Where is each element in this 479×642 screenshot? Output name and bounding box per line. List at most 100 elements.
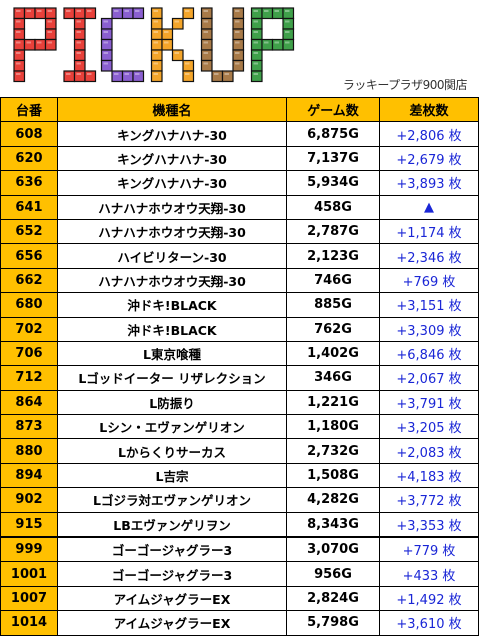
machine-number-cell: 894 <box>0 462 58 489</box>
machine-name-cell: ハナハナホウオウ天翔-30 <box>57 267 287 294</box>
pickup-table: 台番 機種名 ゲーム数 差枚数 608 キングハナハナ-30 6,875G +2,80… <box>0 96 479 636</box>
game-count-cell: 1,180G <box>286 414 380 440</box>
table-row: 902 Lゴジラ対エヴァンゲリオン 4,282G +3,772 枚 <box>0 487 479 513</box>
machine-number-cell: 880 <box>0 438 58 464</box>
machine-name-cell: Lシン・エヴァンゲリオン <box>57 414 287 440</box>
game-count-cell: 2,123G <box>286 243 380 269</box>
game-count-cell: 458G <box>286 194 380 220</box>
table-row: 662 ハナハナホウオウ天翔-30 746G +769 枚 <box>0 267 479 294</box>
table-row: 894 L吉宗 1,508G +4,183 枚 <box>0 462 479 489</box>
table-row: 712 Lゴッドイーター リザレクション 346G +2,067 枚 <box>0 365 479 391</box>
machine-number-cell: 1007 <box>0 585 58 612</box>
machine-number-cell: 656 <box>0 243 58 269</box>
header-game-count: ゲーム数 <box>286 96 380 123</box>
coin-difference-cell: +3,772 枚 <box>379 487 479 513</box>
machine-number-cell: 706 <box>0 340 58 367</box>
machine-number-cell: 915 <box>0 511 58 538</box>
game-count-cell: 1,221G <box>286 389 380 416</box>
pickup-banner: ラッキープラザ900関店 <box>0 0 479 97</box>
machine-number-cell: 702 <box>0 316 58 342</box>
machine-name-cell: L東京喰種 <box>57 340 287 367</box>
machine-name-cell: Lからくりサーカス <box>57 438 287 464</box>
machine-name-cell: Lゴジラ対エヴァンゲリオン <box>57 487 287 513</box>
coin-difference-cell: ▲ <box>379 194 479 220</box>
machine-name-cell: ハナハナホウオウ天翔-30 <box>57 194 287 220</box>
table-row: 641 ハナハナホウオウ天翔-30 458G ▲ <box>0 194 479 220</box>
game-count-cell: 2,732G <box>286 438 380 464</box>
machine-number-cell: 652 <box>0 218 58 245</box>
coin-difference-cell: +3,309 枚 <box>379 316 479 342</box>
table-row: 1007 アイムジャグラーEX 2,824G +1,492 枚 <box>0 585 479 612</box>
machine-name-cell: 沖ドキ!BLACK <box>57 292 287 318</box>
machine-name-cell: ゴーゴージャグラー3 <box>57 536 287 563</box>
game-count-cell: 8,343G <box>286 511 380 538</box>
header-machine-name: 機種名 <box>57 96 287 123</box>
logo-letter-p <box>13 7 57 83</box>
coin-difference-cell: +769 枚 <box>379 267 479 294</box>
machine-number-cell: 620 <box>0 145 58 172</box>
machine-number-cell: 680 <box>0 292 58 318</box>
machine-name-cell: ハナハナホウオウ天翔-30 <box>57 218 287 245</box>
coin-difference-cell: +2,679 枚 <box>379 145 479 172</box>
game-count-cell: 346G <box>286 365 380 391</box>
game-count-cell: 1,508G <box>286 462 380 489</box>
coin-difference-cell: +2,806 枚 <box>379 121 479 147</box>
game-count-cell: 885G <box>286 292 380 318</box>
table-row: 915 LBエヴァンゲリヲン 8,343G +3,353 枚 <box>0 511 479 538</box>
game-count-cell: 5,798G <box>286 610 380 636</box>
coin-difference-cell: +3,205 枚 <box>379 414 479 440</box>
machine-name-cell: アイムジャグラーEX <box>57 585 287 612</box>
logo-letter-p <box>250 7 295 83</box>
coin-difference-cell: +3,791 枚 <box>379 389 479 416</box>
machine-number-cell: 864 <box>0 389 58 416</box>
table-header-row: 台番 機種名 ゲーム数 差枚数 <box>0 96 479 123</box>
machine-name-cell: 沖ドキ!BLACK <box>57 316 287 342</box>
game-count-cell: 6,875G <box>286 121 380 147</box>
coin-difference-cell: +779 枚 <box>379 536 479 563</box>
game-count-cell: 746G <box>286 267 380 294</box>
table-row: 1014 アイムジャグラーEX 5,798G +3,610 枚 <box>0 610 479 636</box>
table-row: 880 Lからくりサーカス 2,732G +2,083 枚 <box>0 438 479 464</box>
table-row: 608 キングハナハナ-30 6,875G +2,806 枚 <box>0 121 479 147</box>
coin-difference-cell: +1,174 枚 <box>379 218 479 245</box>
machine-number-cell: 902 <box>0 487 58 513</box>
logo-letter-i <box>63 7 97 83</box>
machine-name-cell: キングハナハナ-30 <box>57 121 287 147</box>
machine-name-cell: LBエヴァンゲリヲン <box>57 511 287 538</box>
machine-number-cell: 641 <box>0 194 58 220</box>
machine-number-cell: 999 <box>0 536 58 563</box>
coin-difference-cell: +2,346 枚 <box>379 243 479 269</box>
game-count-cell: 3,070G <box>286 536 380 563</box>
machine-number-cell: 662 <box>0 267 58 294</box>
coin-difference-cell: +6,846 枚 <box>379 340 479 367</box>
table-row: 873 Lシン・エヴァンゲリオン 1,180G +3,205 枚 <box>0 414 479 440</box>
table-row: 680 沖ドキ!BLACK 885G +3,151 枚 <box>0 292 479 318</box>
store-name: ラッキープラザ900関店 <box>342 78 468 92</box>
pickup-logo <box>13 7 295 83</box>
coin-difference-cell: +2,083 枚 <box>379 438 479 464</box>
table-row: 652 ハナハナホウオウ天翔-30 2,787G +1,174 枚 <box>0 218 479 245</box>
header-machine-number: 台番 <box>0 96 58 123</box>
game-count-cell: 1,402G <box>286 340 380 367</box>
coin-difference-cell: +1,492 枚 <box>379 585 479 612</box>
header-coin-difference: 差枚数 <box>379 96 479 123</box>
game-count-cell: 7,137G <box>286 145 380 172</box>
game-count-cell: 762G <box>286 316 380 342</box>
machine-name-cell: キングハナハナ-30 <box>57 145 287 172</box>
coin-difference-cell: +2,067 枚 <box>379 365 479 391</box>
table-row: 1001 ゴーゴージャグラー3 956G +433 枚 <box>0 561 479 587</box>
game-count-cell: 5,934G <box>286 170 380 196</box>
machine-name-cell: ハイビリターン-30 <box>57 243 287 269</box>
coin-difference-cell: +3,353 枚 <box>379 511 479 538</box>
machine-name-cell: ゴーゴージャグラー3 <box>57 561 287 587</box>
machine-name-cell: キングハナハナ-30 <box>57 170 287 196</box>
logo-letter-c <box>100 7 145 83</box>
coin-difference-cell: +3,151 枚 <box>379 292 479 318</box>
logo-letter-u <box>200 7 245 83</box>
table-row: 999 ゴーゴージャグラー3 3,070G +779 枚 <box>0 536 479 563</box>
machine-number-cell: 636 <box>0 170 58 196</box>
table-row: 656 ハイビリターン-30 2,123G +2,346 枚 <box>0 243 479 269</box>
machine-name-cell: アイムジャグラーEX <box>57 610 287 636</box>
table-row: 864 L防振り 1,221G +3,791 枚 <box>0 389 479 416</box>
coin-difference-cell: +433 枚 <box>379 561 479 587</box>
